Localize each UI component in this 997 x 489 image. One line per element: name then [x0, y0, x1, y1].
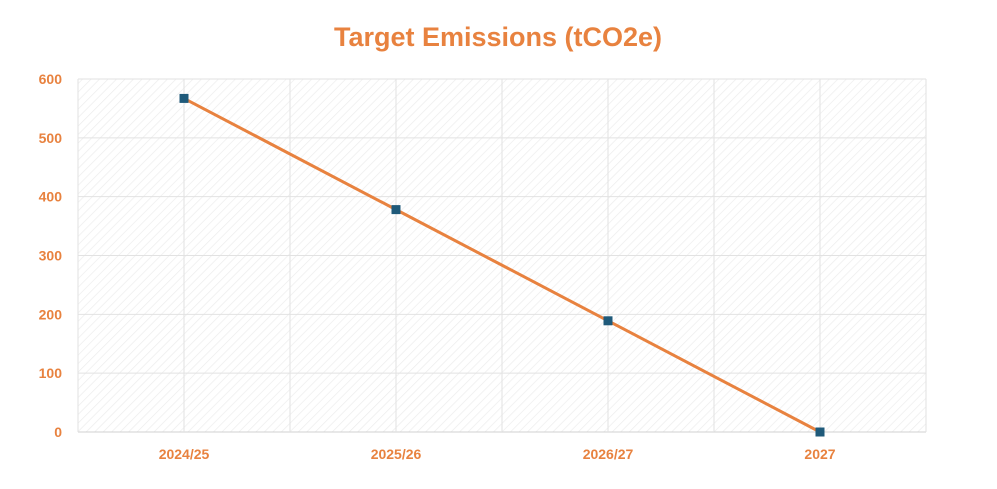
x-tick-label: 2024/25: [159, 446, 210, 462]
data-point-marker: [603, 316, 613, 326]
y-axis: 0 100 200 300 400 500 600: [39, 71, 63, 440]
y-tick-label: 300: [39, 248, 63, 264]
y-tick-label: 200: [39, 306, 63, 322]
data-point-marker: [391, 205, 401, 215]
x-tick-label: 2025/26: [371, 446, 422, 462]
y-tick-label: 100: [39, 365, 63, 381]
data-point-marker: [179, 93, 189, 103]
gridlines: [77, 78, 927, 433]
series-line: [182, 96, 822, 434]
x-axis: 2024/25 2025/26 2026/27 2027: [159, 446, 836, 462]
x-tick-label: 2027: [804, 446, 835, 462]
x-tick-label: 2026/27: [583, 446, 634, 462]
y-tick-label: 600: [39, 71, 63, 87]
y-tick-label: 500: [39, 130, 63, 146]
y-tick-label: 0: [54, 424, 62, 440]
data-point-marker: [815, 427, 825, 437]
y-tick-label: 400: [39, 189, 63, 205]
series-emissions: [179, 93, 825, 437]
chart-title: Target Emissions (tCO2e): [334, 22, 662, 52]
